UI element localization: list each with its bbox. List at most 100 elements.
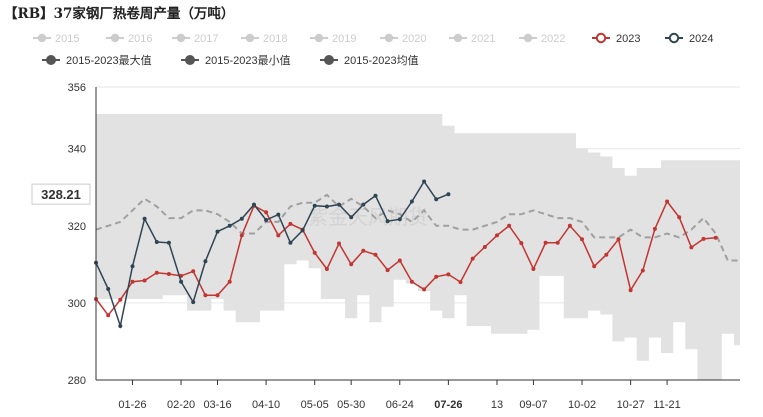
data-point	[580, 237, 584, 242]
data-point	[519, 241, 524, 246]
legend-item-2020[interactable]: 2020	[380, 33, 426, 45]
data-point	[154, 240, 159, 244]
avg-line	[95, 193, 740, 262]
data-point	[154, 270, 159, 275]
data-point	[555, 240, 560, 245]
data-point	[166, 272, 171, 276]
legend-item-series_2023[interactable]: 2023	[592, 32, 640, 45]
legend-label: 2017	[194, 33, 218, 45]
data-point	[106, 287, 111, 291]
data-point	[507, 223, 512, 228]
x-tick-label: 03-16	[203, 399, 231, 411]
data-point	[470, 256, 475, 261]
data-point	[446, 192, 451, 197]
data-point	[288, 240, 293, 245]
data-point	[640, 268, 645, 273]
data-point	[531, 267, 536, 271]
axes: 280 300 320 340 356 01-26 02-20 03-16 04-10 05-05…	[31, 82, 740, 411]
data-point	[397, 217, 402, 222]
data-point	[337, 202, 341, 207]
data-point	[300, 228, 305, 233]
y-pointer-box	[31, 183, 91, 205]
data-point	[276, 233, 281, 238]
data-point	[701, 236, 706, 241]
legend-label: 2015	[55, 33, 79, 45]
x-tick-label: 13	[491, 399, 503, 411]
legend-label: 2023	[616, 33, 640, 45]
series-2024	[94, 179, 451, 329]
legend-item-2019[interactable]: 2019	[310, 33, 356, 45]
legend-item-2022[interactable]: 2022	[519, 33, 565, 45]
legend-marker	[46, 55, 56, 65]
legend-item-2016[interactable]: 2016	[106, 33, 152, 45]
legend-item-min_label[interactable]: 2015-2023最小值	[181, 54, 291, 67]
legend-marker	[176, 33, 186, 43]
x-tick-label: 05-05	[301, 399, 329, 411]
legend-item-max_label[interactable]: 2015-2023最大值	[42, 53, 152, 67]
data-point	[567, 223, 572, 228]
data-point	[288, 221, 293, 226]
x-tick-label: 04-10	[252, 399, 280, 411]
x-tick-label: 11-21	[653, 399, 680, 411]
x-tick-label: 10-27	[617, 399, 645, 411]
legend-marker	[245, 33, 255, 43]
data-point	[422, 179, 427, 184]
data-point	[361, 202, 366, 207]
legend-label: 2024	[689, 33, 713, 45]
legend-item-2017[interactable]: 2017	[172, 33, 218, 45]
series-lines	[94, 179, 718, 329]
data-point	[458, 280, 463, 285]
data-point	[324, 267, 329, 271]
legend-label: 2015-2023最小值	[205, 54, 291, 67]
legend-marker	[37, 33, 47, 43]
data-point	[592, 264, 597, 269]
data-point	[312, 203, 317, 208]
data-point	[142, 278, 147, 283]
data-point	[713, 235, 718, 240]
legend-item-2015[interactable]: 2015	[33, 33, 79, 45]
data-point	[179, 279, 184, 284]
data-point	[677, 215, 682, 220]
y-tick-label: 320	[68, 221, 86, 233]
data-point	[349, 262, 354, 267]
legend-marker	[110, 33, 120, 43]
legend-label: 2020	[402, 33, 426, 45]
data-point	[227, 279, 232, 284]
data-point	[215, 229, 220, 234]
data-point	[409, 279, 414, 284]
data-point	[252, 202, 256, 207]
data-point	[324, 204, 329, 209]
data-point	[397, 258, 402, 263]
data-point	[689, 245, 694, 250]
data-point	[616, 237, 621, 242]
legend-label: 2019	[332, 33, 356, 45]
legend-item-avg_label[interactable]: 2015-2023均值	[320, 54, 419, 67]
chart-title: 【RB】37家钢厂热卷周产量（万吨）	[4, 6, 235, 22]
y-tick-label: 340	[68, 144, 86, 156]
legend-item-2021[interactable]: 2021	[449, 33, 495, 45]
data-point	[385, 268, 390, 273]
data-point	[276, 212, 281, 217]
data-point	[628, 288, 633, 293]
legend-marker	[324, 55, 334, 65]
y-tick-label: 300	[68, 298, 86, 310]
legend-label: 2018	[263, 33, 287, 45]
x-tick-label: 09-07	[519, 399, 547, 411]
x-tick-label: 07-26	[434, 399, 462, 411]
data-point	[373, 252, 378, 257]
data-point	[191, 300, 196, 305]
legend-marker	[453, 33, 463, 43]
legend-item-series_2024[interactable]: 2024	[665, 32, 713, 45]
legend-item-2018[interactable]: 2018	[241, 33, 287, 45]
legend-marker	[595, 32, 607, 44]
data-point	[239, 216, 244, 221]
data-point	[130, 279, 135, 284]
data-point	[312, 250, 317, 255]
legend-label: 2022	[541, 33, 565, 45]
legend-marker	[384, 33, 394, 43]
data-point	[422, 287, 427, 292]
series-line-2024	[95, 180, 449, 329]
legend-marker	[314, 33, 324, 43]
legend-marker	[668, 32, 680, 44]
